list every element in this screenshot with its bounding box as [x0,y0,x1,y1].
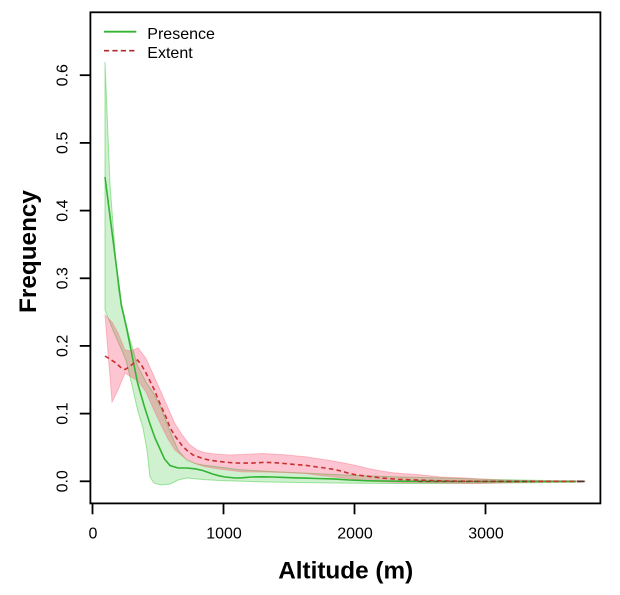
svg-text:0.3: 0.3 [55,267,72,289]
svg-text:3000: 3000 [468,526,504,543]
svg-text:0.5: 0.5 [55,132,72,154]
svg-text:0.0: 0.0 [55,470,72,492]
svg-text:0.2: 0.2 [55,335,72,357]
svg-text:Frequency: Frequency [15,190,42,313]
svg-text:0.6: 0.6 [55,64,72,86]
svg-text:2000: 2000 [337,526,373,543]
svg-text:Extent: Extent [147,45,193,62]
svg-text:0.4: 0.4 [55,199,72,221]
svg-text:1000: 1000 [206,526,242,543]
svg-text:0.1: 0.1 [55,402,72,424]
svg-text:0: 0 [89,526,98,543]
svg-text:Altitude (m): Altitude (m) [278,558,413,585]
svg-text:Presence: Presence [147,26,215,43]
